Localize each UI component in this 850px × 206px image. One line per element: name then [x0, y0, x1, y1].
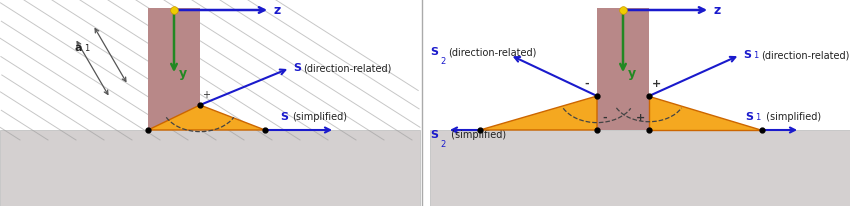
- Bar: [597, 8, 649, 130]
- Text: 1: 1: [755, 113, 760, 122]
- Text: S: S: [280, 112, 288, 122]
- Text: S: S: [430, 130, 438, 140]
- Text: S: S: [743, 50, 751, 60]
- Text: (simplified): (simplified): [448, 130, 506, 140]
- Text: S: S: [430, 47, 438, 57]
- Text: S: S: [745, 112, 753, 122]
- Polygon shape: [649, 96, 762, 130]
- Text: +: +: [652, 79, 661, 89]
- Text: y: y: [628, 67, 636, 80]
- Text: +: +: [637, 113, 646, 123]
- Text: (direction-related): (direction-related): [448, 47, 536, 57]
- Text: 1: 1: [753, 51, 758, 60]
- Polygon shape: [480, 96, 597, 130]
- Text: 1: 1: [84, 44, 89, 53]
- Text: z: z: [714, 4, 722, 16]
- Text: (direction-related): (direction-related): [303, 63, 391, 73]
- Polygon shape: [148, 105, 265, 130]
- Text: S: S: [293, 63, 301, 73]
- Bar: [430, 130, 850, 206]
- Text: z: z: [274, 4, 281, 16]
- Text: 2: 2: [440, 57, 445, 66]
- Text: (direction-related): (direction-related): [761, 50, 849, 60]
- Bar: [148, 8, 200, 130]
- Text: a: a: [74, 43, 82, 53]
- Text: (simplified): (simplified): [763, 112, 821, 122]
- Text: (simplified): (simplified): [292, 112, 347, 122]
- Text: -: -: [585, 79, 589, 89]
- Text: +: +: [202, 90, 210, 100]
- Bar: [0, 130, 420, 206]
- Text: 2: 2: [440, 140, 445, 149]
- Text: -: -: [603, 113, 607, 123]
- Text: y: y: [179, 67, 187, 80]
